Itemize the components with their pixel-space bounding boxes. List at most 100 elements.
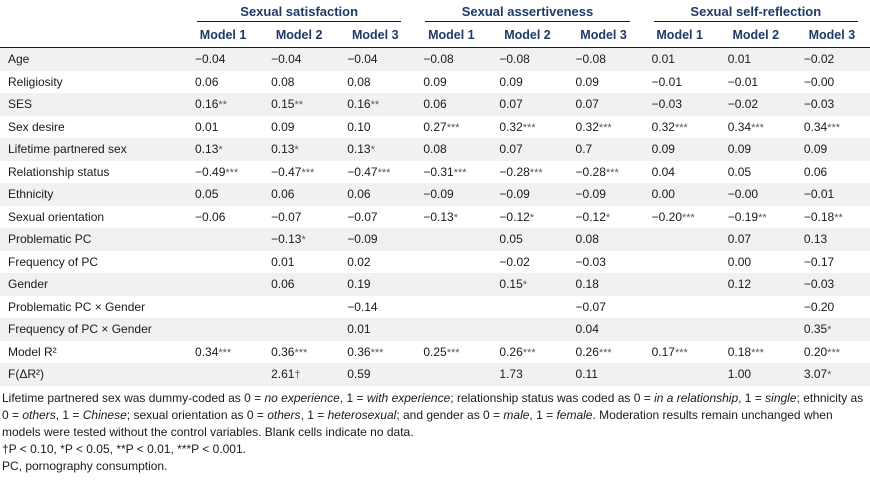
coefficient-cell: 0.09 — [413, 71, 489, 94]
coefficient-value: 0.16 — [195, 97, 219, 112]
coefficient-cell: 0.36*** — [261, 341, 337, 364]
coefficient-cell — [413, 251, 489, 274]
row-label: Age — [0, 47, 186, 71]
coefficient-cell — [185, 318, 262, 341]
coefficient-value: −0.01 — [651, 74, 682, 89]
coefficient-cell: 0.12 — [717, 273, 794, 296]
coefficient-cell: 0.01 — [337, 318, 414, 341]
model-header: Model 2 — [732, 27, 780, 42]
coefficient-value: 0.36 — [347, 344, 371, 359]
coefficient-cell: −0.20*** — [642, 206, 718, 229]
coefficient-cell: 0.27*** — [413, 116, 489, 139]
coefficient-value: −0.06 — [195, 209, 226, 224]
coefficient-value: −0.03 — [803, 97, 835, 112]
coefficient-cell: −0.47*** — [337, 161, 413, 184]
row-label: Relationship status — [8, 164, 110, 179]
coefficient-value: −0.12 — [499, 209, 530, 224]
group-header-sexual-satisfaction: Sexual satisfaction — [185, 0, 413, 23]
significance-marker: * — [605, 211, 611, 224]
coefficient-value: 0.09 — [423, 74, 447, 89]
coefficient-cell: 0.05 — [718, 161, 794, 184]
coefficient-cell: −0.03 — [641, 93, 718, 116]
coefficient-cell: −0.17 — [794, 251, 870, 274]
coefficient-value: 0.13 — [271, 142, 295, 157]
coefficient-cell — [185, 228, 262, 251]
coefficient-cell: −0.02 — [793, 47, 870, 71]
coefficient-cell: −0.19** — [718, 206, 794, 229]
coefficient-cell: 0.32*** — [489, 116, 565, 139]
coefficient-cell: −0.02 — [489, 251, 565, 274]
significance-marker: * — [370, 144, 375, 157]
coefficient-cell: 0.07 — [565, 93, 642, 116]
coefficient-value: 0.01 — [195, 119, 219, 134]
coefficient-value: −0.09 — [575, 187, 606, 202]
model-header: Model 2 — [275, 27, 323, 42]
coefficient-cell: 0.13* — [261, 138, 338, 161]
row-label: F(ΔR²) — [0, 363, 186, 386]
regression-table: Sexual satisfaction Sexual assertiveness… — [0, 0, 870, 386]
coefficient-cell: 0.04 — [565, 318, 642, 341]
coefficient-cell: 0.02 — [337, 251, 413, 274]
coefficient-value: −0.08 — [423, 52, 454, 67]
coefficient-cell: 0.06 — [337, 183, 414, 206]
coefficient-cell: −0.47*** — [261, 161, 337, 184]
model-header: Model 1 — [199, 27, 247, 42]
significance-marker: *** — [751, 346, 764, 359]
coefficient-cell: 0.35* — [793, 318, 870, 341]
coefficient-value: −0.01 — [727, 74, 759, 89]
coefficient-value: 0.34 — [803, 119, 828, 134]
significance-marker: * — [301, 234, 306, 247]
table-row: Problematic PC × Gender −0.14 −0.07 −0.20 — [0, 296, 870, 319]
coefficient-cell: 0.06 — [794, 161, 870, 184]
coefficient-cell: 0.09 — [489, 71, 565, 94]
coefficient-cell: 0.00 — [641, 183, 718, 206]
table-row: Religiosity 0.06 0.08 0.08 0.09 0.09 0.09 −0.01… — [0, 71, 870, 94]
row-label: Lifetime partnered sex — [0, 138, 186, 161]
group-label: Sexual satisfaction — [197, 4, 402, 22]
coefficient-cell: 0.05 — [185, 183, 262, 206]
coefficient-cell: −0.07 — [261, 206, 337, 229]
significance-marker: *** — [598, 121, 612, 134]
significance-marker: *** — [294, 346, 308, 359]
significance-marker: *** — [225, 166, 239, 179]
coefficient-cell: 0.32*** — [566, 116, 642, 139]
coefficient-value: 0.09 — [499, 74, 523, 89]
coefficient-cell: 0.07 — [489, 93, 566, 116]
row-label: Model R² — [8, 344, 57, 359]
coefficient-value: 0.18 — [727, 344, 752, 359]
corner-cell — [0, 23, 185, 48]
table-row: F(ΔR²) 2.61† 0.59 1.73 0.11 1.00 3.07* — [0, 363, 870, 386]
coefficient-cell: −0.09 — [489, 183, 566, 206]
coefficient-cell: 0.34*** — [794, 116, 870, 139]
coefficient-cell — [261, 296, 337, 319]
coefficient-value: 2.61 — [271, 367, 295, 382]
coefficient-value: −0.03 — [803, 277, 835, 292]
coefficient-cell: −0.28*** — [489, 161, 565, 184]
coefficient-value: −0.13 — [423, 209, 454, 224]
coefficient-cell — [413, 296, 489, 319]
regression-table-figure: Sexual satisfaction Sexual assertiveness… — [0, 0, 870, 473]
coefficient-cell: 0.09 — [261, 116, 337, 139]
coefficient-cell: 0.01 — [261, 251, 337, 274]
coefficient-cell: 0.08 — [413, 138, 490, 161]
row-label: SES — [0, 93, 186, 116]
coefficient-value: 0.19 — [347, 277, 371, 292]
coefficient-value: 0.17 — [651, 344, 675, 359]
table-row: Sex desire 0.01 0.09 0.10 0.27*** 0.32*** 0.32… — [0, 116, 870, 139]
coefficient-cell: −0.13* — [413, 206, 489, 229]
coefficient-cell: 0.25*** — [413, 341, 489, 364]
coefficient-value: 0.26 — [575, 344, 599, 359]
coefficient-cell: −0.01 — [718, 71, 794, 94]
significance-marker: † — [294, 369, 301, 382]
coefficient-value: 0.13 — [195, 142, 219, 157]
coefficient-value: −0.02 — [803, 52, 835, 67]
model-header: Model 3 — [351, 27, 399, 42]
coefficient-cell: −0.04 — [185, 47, 262, 71]
coefficient-value: −0.28 — [575, 164, 606, 179]
coefficient-value: 0.13 — [803, 232, 828, 247]
coefficient-cell: 0.10 — [337, 116, 413, 139]
significance-marker: *** — [301, 166, 315, 179]
coefficient-value: −0.18 — [803, 209, 835, 224]
significance-marker: *** — [598, 346, 612, 359]
coefficient-value: 0.13 — [347, 142, 371, 157]
